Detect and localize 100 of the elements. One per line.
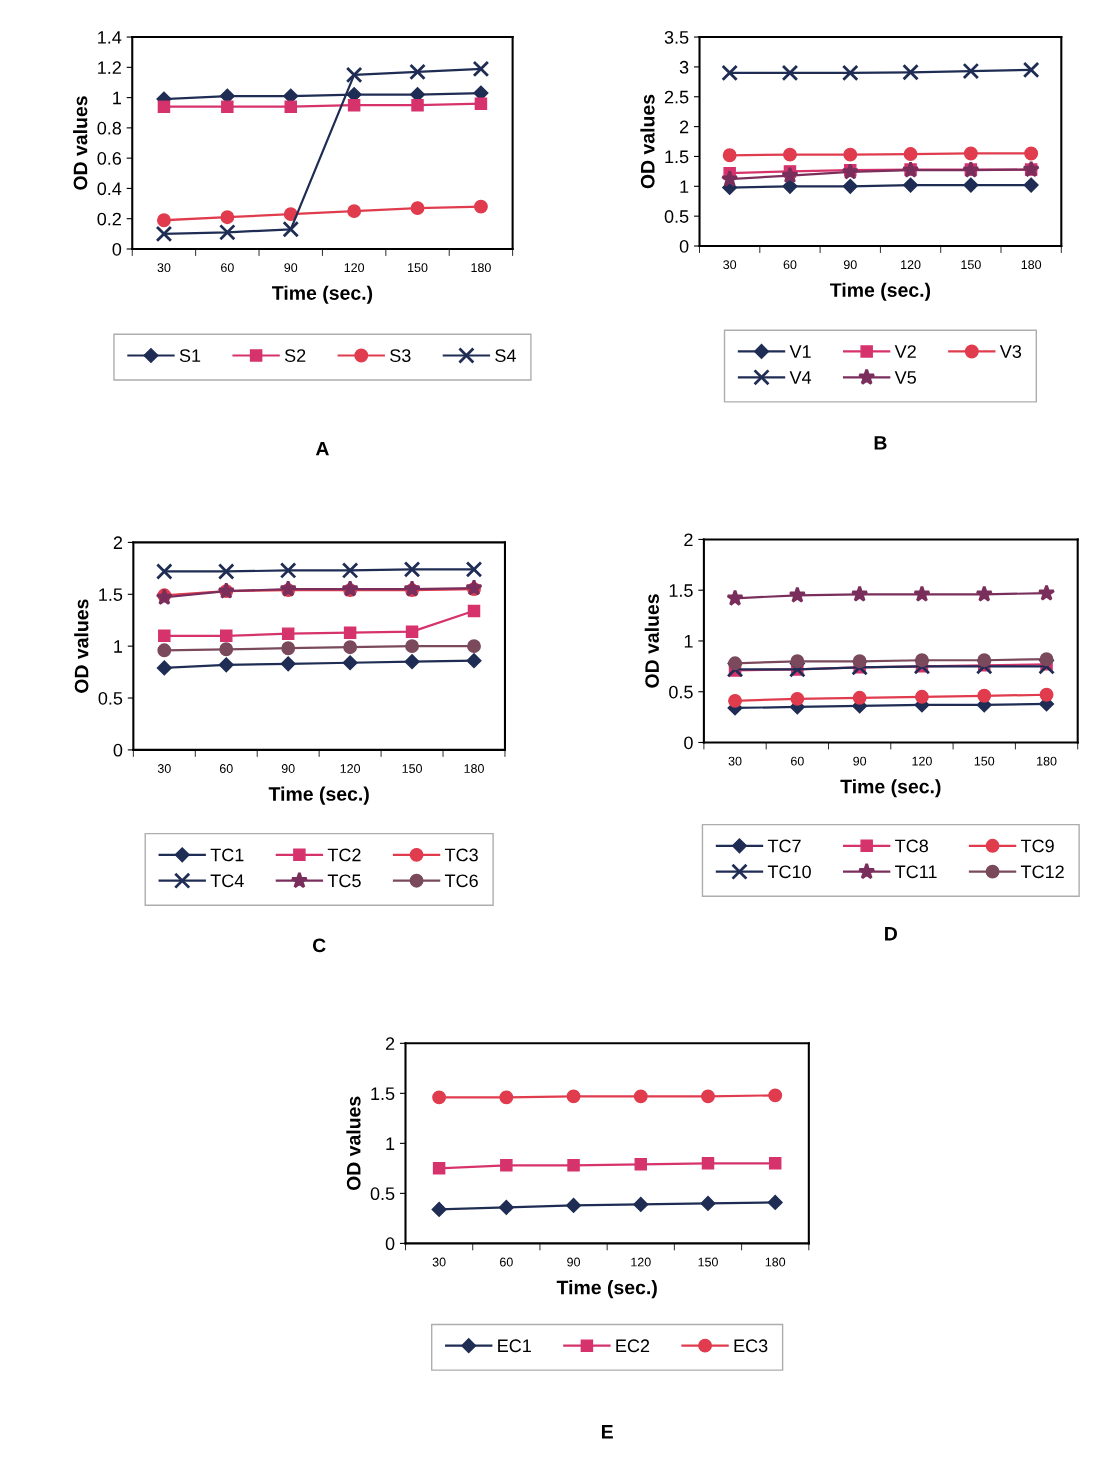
- legend-label: TC3: [444, 848, 478, 862]
- y-tick-label: 3: [679, 60, 689, 74]
- x-tick-label: 180: [1021, 260, 1042, 270]
- y-tick-label: 2: [679, 120, 689, 134]
- y-tick-label: 0.5: [370, 1187, 395, 1201]
- y-tick-label: 0.6: [97, 152, 122, 165]
- legend-label: TC1: [210, 848, 244, 862]
- y-tick-label: 1: [114, 640, 123, 653]
- y-tick-label: 2.5: [664, 90, 689, 104]
- legend-label: EC3: [734, 1339, 768, 1353]
- x-tick-label: 180: [765, 1257, 786, 1267]
- y-tick-label: 0.5: [664, 210, 689, 223]
- legend-label: TC6: [444, 874, 478, 888]
- x-tick-label: 60: [783, 260, 797, 270]
- text: D: [885, 927, 897, 941]
- y-axis-title: OD values: [644, 594, 659, 688]
- legend-label: V2: [894, 345, 916, 358]
- legend-label: V4: [789, 371, 812, 384]
- legend-label: V1: [789, 345, 811, 358]
- y-tick-label: 3.5: [664, 30, 689, 44]
- x-tick-label: 30: [157, 263, 171, 273]
- x-tick-label: 60: [500, 1257, 513, 1267]
- x-tick-label: 180: [1037, 756, 1057, 766]
- text: C: [312, 938, 326, 953]
- legend-label: EC2: [616, 1339, 650, 1353]
- y-tick-label: 0: [113, 743, 123, 757]
- x-axis-title: Time (sec.): [556, 1280, 657, 1299]
- legend-label: TC9: [1020, 839, 1054, 853]
- y-tick-label: 1.5: [371, 1087, 395, 1101]
- x-tick-label: 90: [284, 263, 298, 273]
- x-axis-title: Time (sec.): [272, 285, 373, 304]
- x-axis-title: Time (sec.): [830, 282, 931, 301]
- y-tick-label: 0.4: [97, 182, 122, 196]
- y-tick-label: 1: [680, 180, 689, 193]
- x-axis-title: Time (sec.): [268, 786, 369, 805]
- x-tick-label: 60: [791, 756, 804, 766]
- x-tick-label: 150: [974, 756, 995, 766]
- legend-label: TC4: [210, 874, 244, 888]
- y-tick-label: 1: [386, 1137, 395, 1150]
- x-tick-label: 90: [843, 260, 857, 270]
- y-tick-label: 1.5: [99, 588, 123, 601]
- x-tick-label: 180: [471, 263, 491, 273]
- legend-label: TC10: [767, 865, 811, 879]
- x-tick-label: 60: [221, 263, 234, 273]
- legend-label: S1: [179, 349, 201, 362]
- x-tick-label: 120: [631, 1257, 651, 1267]
- y-tick-label: 0: [684, 736, 693, 750]
- x-tick-label: 60: [219, 764, 233, 773]
- legend-label: TC2: [327, 848, 361, 862]
- legend-label: EC1: [498, 1339, 531, 1353]
- y-tick-label: 0.2: [97, 212, 121, 226]
- x-tick-label: 90: [281, 764, 295, 773]
- x-tick-label: 90: [567, 1257, 581, 1267]
- legend-label: TC7: [767, 839, 801, 853]
- y-tick-label: 2: [684, 533, 693, 546]
- legend-label: S3: [390, 349, 411, 362]
- x-tick-label: 90: [853, 756, 867, 766]
- y-axis-title: OD values: [73, 96, 88, 190]
- y-axis-title: OD values: [74, 599, 89, 693]
- y-tick-label: 1: [684, 635, 693, 648]
- y-tick-label: 1.2: [98, 61, 121, 74]
- x-tick-label: 30: [728, 756, 742, 766]
- legend-label: S4: [495, 349, 516, 362]
- y-tick-label: 2: [113, 536, 123, 549]
- legend-label: TC11: [895, 865, 937, 879]
- y-tick-label: 1: [113, 91, 121, 105]
- legend-label: TC12: [1020, 865, 1064, 879]
- y-tick-label: 0.5: [98, 691, 123, 705]
- x-tick-label: 120: [340, 764, 361, 773]
- y-tick-label: 0: [679, 239, 689, 253]
- x-tick-label: 120: [901, 260, 921, 270]
- text: A: [315, 441, 329, 456]
- y-tick-label: 0.8: [97, 121, 122, 135]
- y-tick-label: 1.5: [669, 584, 693, 597]
- x-tick-label: 150: [408, 263, 428, 273]
- y-tick-label: 0: [112, 242, 122, 256]
- legend-label: S2: [284, 349, 306, 362]
- text: E: [601, 1425, 613, 1439]
- y-tick-label: 1.4: [98, 31, 122, 44]
- y-tick-label: 1.5: [665, 150, 689, 164]
- legend-label: V5: [894, 371, 916, 384]
- y-axis-title: OD values: [640, 94, 655, 189]
- y-tick-label: 2: [385, 1037, 395, 1050]
- x-tick-label: 150: [402, 764, 422, 773]
- text: B: [874, 436, 887, 450]
- legend-label: V3: [999, 345, 1022, 358]
- x-tick-label: 150: [961, 260, 981, 270]
- x-tick-label: 120: [912, 756, 932, 766]
- x-tick-label: 30: [723, 260, 737, 270]
- y-axis-title: OD values: [346, 1096, 361, 1191]
- x-tick-label: 150: [698, 1257, 718, 1267]
- x-tick-label: 120: [344, 263, 365, 273]
- x-axis-title: Time (sec.): [840, 779, 941, 798]
- y-tick-label: 0: [385, 1237, 395, 1251]
- y-tick-label: 0.5: [669, 685, 693, 699]
- x-tick-label: 30: [432, 1257, 446, 1267]
- legend-label: TC8: [895, 839, 928, 853]
- x-tick-label: 180: [464, 764, 484, 773]
- x-tick-label: 30: [157, 764, 171, 773]
- legend-label: TC5: [327, 874, 361, 888]
